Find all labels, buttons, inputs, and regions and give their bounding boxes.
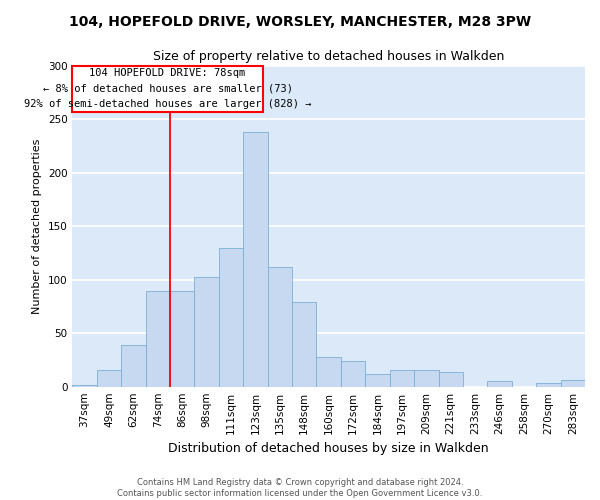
Bar [414,370,439,386]
Bar [560,380,585,386]
Text: 104 HOPEFOLD DRIVE: 78sqm: 104 HOPEFOLD DRIVE: 78sqm [89,68,246,78]
Bar [194,278,219,386]
Bar [292,302,316,386]
Text: ← 8% of detached houses are smaller (73): ← 8% of detached houses are smaller (73) [43,84,293,94]
Title: Size of property relative to detached houses in Walkden: Size of property relative to detached ho… [153,50,505,63]
Bar [146,292,170,386]
Bar [390,370,414,386]
Text: 92% of semi-detached houses are larger (828) →: 92% of semi-detached houses are larger (… [24,99,311,109]
Bar [170,292,194,386]
Bar [341,361,365,386]
Bar [316,356,341,386]
Bar [73,384,97,386]
Text: 104, HOPEFOLD DRIVE, WORSLEY, MANCHESTER, M28 3PW: 104, HOPEFOLD DRIVE, WORSLEY, MANCHESTER… [69,15,531,29]
Bar [487,382,512,386]
Y-axis label: Number of detached properties: Number of detached properties [32,138,42,314]
Bar [121,345,146,387]
FancyBboxPatch shape [73,66,263,112]
X-axis label: Distribution of detached houses by size in Walkden: Distribution of detached houses by size … [169,442,489,455]
Bar [97,370,121,386]
Text: Contains HM Land Registry data © Crown copyright and database right 2024.
Contai: Contains HM Land Registry data © Crown c… [118,478,482,498]
Bar [219,248,243,386]
Bar [268,267,292,386]
Bar [439,372,463,386]
Bar [536,384,560,386]
Bar [365,374,390,386]
Bar [243,132,268,386]
